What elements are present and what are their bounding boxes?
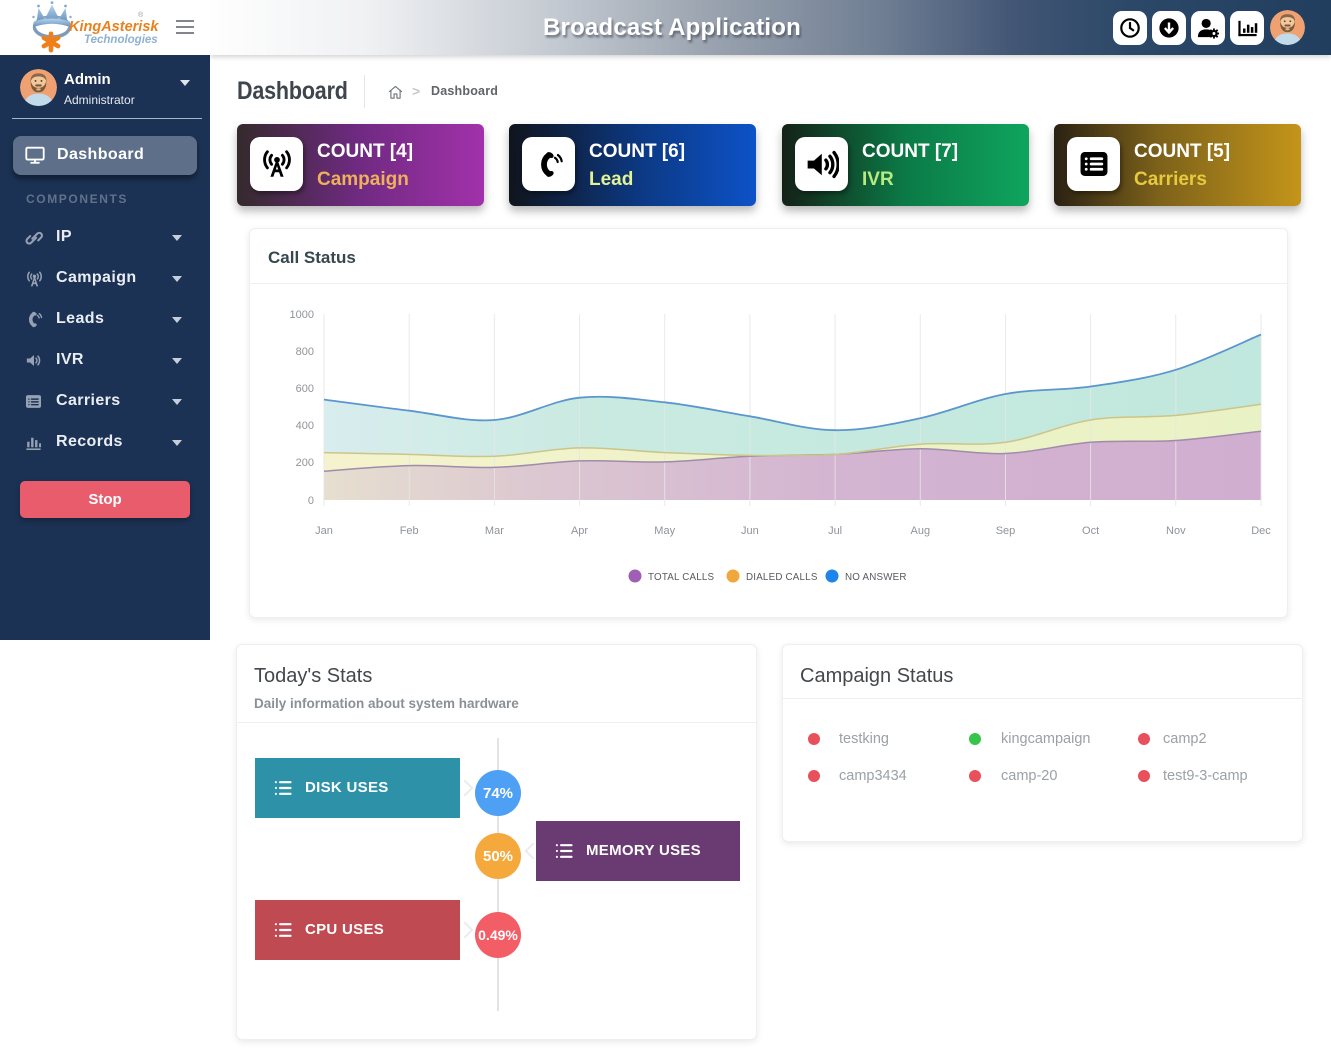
svg-text:Feb: Feb (400, 525, 419, 537)
svg-text:600: 600 (296, 383, 314, 395)
svg-text:800: 800 (296, 346, 314, 358)
svg-text:May: May (654, 525, 675, 537)
svg-text:Oct: Oct (1082, 525, 1099, 537)
svg-text:Jun: Jun (741, 525, 759, 537)
svg-text:Dec: Dec (1251, 525, 1271, 537)
svg-text:Jul: Jul (828, 525, 842, 537)
svg-text:Mar: Mar (485, 525, 504, 537)
svg-text:TOTAL CALLS: TOTAL CALLS (648, 572, 715, 583)
svg-text:Nov: Nov (1166, 525, 1186, 537)
svg-text:400: 400 (296, 420, 314, 432)
svg-text:200: 200 (296, 457, 314, 469)
svg-text:0: 0 (308, 495, 314, 507)
svg-text:®: ® (138, 11, 144, 19)
svg-text:NO ANSWER: NO ANSWER (845, 572, 907, 583)
svg-text:KingAsterisk: KingAsterisk (69, 19, 159, 35)
svg-text:Jan: Jan (315, 525, 333, 537)
svg-text:Technologies: Technologies (84, 34, 158, 46)
svg-text:1000: 1000 (290, 309, 314, 321)
svg-text:Sep: Sep (996, 525, 1016, 537)
svg-text:Apr: Apr (571, 525, 588, 537)
svg-text:Aug: Aug (911, 525, 931, 537)
svg-text:DIALED CALLS: DIALED CALLS (746, 572, 818, 583)
